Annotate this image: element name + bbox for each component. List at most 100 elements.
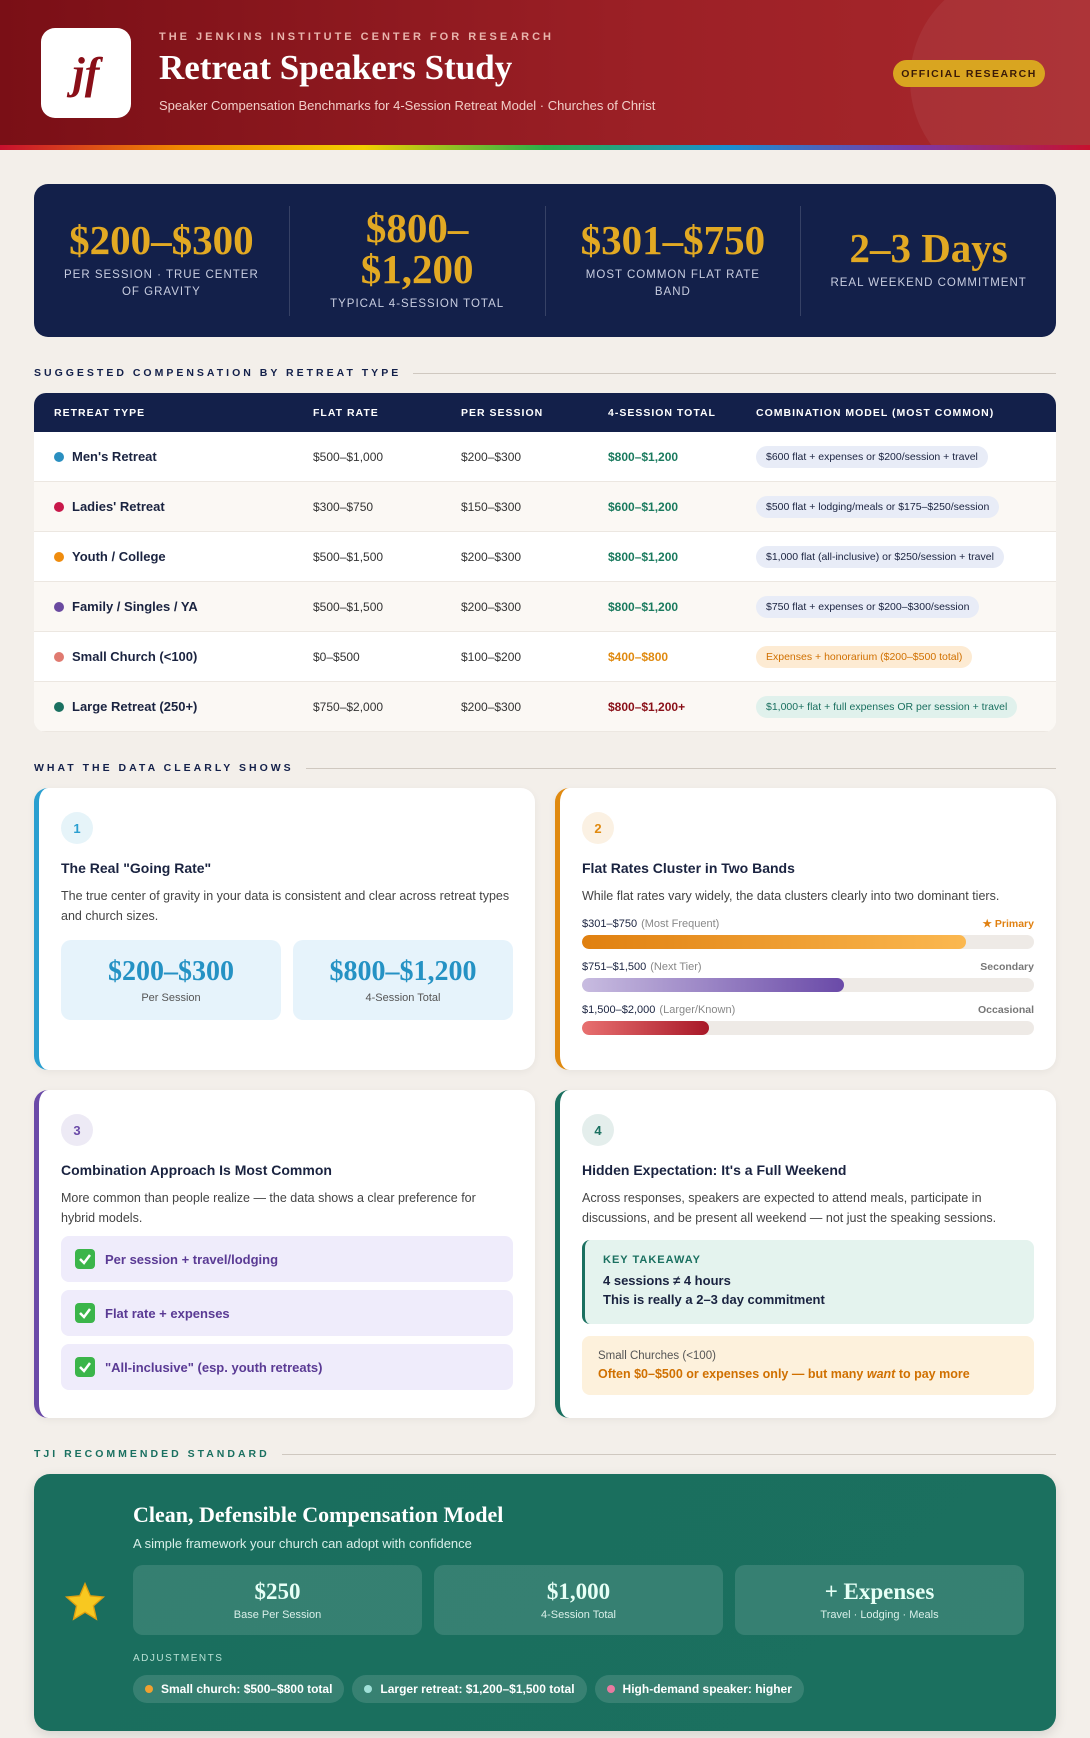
model-pill: $1,000 flat (all-inclusive) or $250/sess… (756, 545, 1004, 568)
stat-label: TYPICAL 4-SESSION TOTAL (330, 297, 505, 310)
cell: $500–$1,000 (313, 449, 384, 464)
card-title: The Real "Going Rate" (61, 860, 212, 876)
column-header: PER SESSION (461, 406, 544, 419)
rec-boxes: $250 Base Per Session $1,000 4-Session Tota… (133, 1565, 1024, 1635)
bar-range: $1,500–$2,000 (582, 1004, 656, 1016)
section-heading: SUGGESTED COMPENSATION BY RETREAT TYPE (34, 367, 1056, 379)
card-text: The true center of gravity in your data … (61, 889, 510, 923)
dot (54, 501, 64, 512)
model-pill: $750 flat + expenses or $200–$300/sessio… (756, 595, 980, 618)
cell: Youth / College (72, 549, 166, 564)
section-heading: TJI RECOMMENDED STANDARD (34, 1448, 1056, 1460)
bar-labels: $1,500–$2,000 (Larger/Known) Occasional (582, 1004, 1034, 1016)
model-pill: $500 flat + lodging/meals or $175–$250/s… (756, 495, 1000, 518)
check-icon (75, 1357, 95, 1377)
column-header: COMBINATION MODEL (MOST COMMON) (756, 406, 995, 419)
total: $800–$1,200+ (608, 699, 686, 714)
table-row: Men's Retreat $500–$1,000 $200–$300 $800–$1… (34, 432, 1056, 482)
bar-track (582, 935, 1034, 949)
bar-note: (Larger/Known) (659, 1004, 736, 1016)
item-text: "All-inclusive" (esp. youth retreats) (105, 1359, 323, 1375)
box-label: 4-Session Total (540, 1609, 616, 1621)
emphasis: want (866, 1366, 896, 1381)
rec-subtitle: A simple framework your church can adopt… (133, 1536, 472, 1551)
stat-box: $800–$1,200 4-Session Total (293, 940, 513, 1020)
takeaway-line: This is really a 2–3 day commitment (603, 1291, 825, 1307)
total: $800–$1,200 (608, 549, 679, 564)
bar-tier: Secondary (980, 961, 1034, 973)
box-value: $800–$1,200 (329, 956, 477, 987)
model-pill: $1,000+ flat + full expenses OR per sess… (756, 695, 1018, 718)
table-header: RETREAT TYPE FLAT RATE PER SESSION 4-SESSIO… (34, 393, 1056, 432)
card-title: Flat Rates Cluster in Two Bands (582, 860, 795, 876)
column-header: FLAT RATE (313, 406, 379, 419)
bar-fill (582, 1021, 709, 1035)
total: $600–$1,200 (608, 499, 679, 514)
table-row: Youth / College $500–$1,500 $200–$300 $800–… (34, 532, 1056, 582)
cell: Small Church (<100) (72, 649, 198, 664)
table-row: Small Church (<100) $0–$500 $100–$200 $400–… (34, 632, 1056, 682)
bar-row: $301–$750 (Most Frequent) ★ Primary (582, 918, 1034, 949)
note-text: Often $0–$500 or expenses only — but man… (598, 1367, 1018, 1381)
bar-labels: $301–$750 (Most Frequent) ★ Primary (582, 918, 1034, 930)
dot (54, 601, 64, 612)
retreat-type: Men's Retreat (54, 449, 313, 464)
rec-box: $250 Base Per Session (133, 1565, 422, 1635)
model-pill: Expenses + honorarium ($200–$500 total) (756, 645, 973, 668)
cell: $200–$300 (461, 699, 522, 714)
bar-track (582, 978, 1034, 992)
stat-label: PER SESSION · TRUE CENTER OF GRAVITY (63, 268, 259, 298)
model-pill: $600 flat + expenses or $200/session + t… (756, 445, 988, 468)
box-value: $200–$300 (108, 956, 234, 987)
stat: 2–3 Days REAL WEEKEND COMMITMENT (800, 205, 1056, 316)
text: Small church: $500–$800 total (161, 1682, 333, 1696)
retreat-type: Ladies' Retreat (54, 499, 313, 514)
text: to pay more (895, 1366, 970, 1381)
table-row: Family / Singles / YA $500–$1,500 $200–$30… (34, 582, 1056, 632)
stat: $301–$750 MOST COMMON FLAT RATE BAND (544, 205, 801, 316)
rec-box: $1,000 4-Session Total (434, 1565, 723, 1635)
check-item: "All-inclusive" (esp. youth retreats) (61, 1344, 513, 1390)
number: 4 (582, 1114, 614, 1146)
stats-panel: $200–$300 PER SESSION · TRUE CENTER OF GR… (34, 184, 1056, 337)
finding-card: 1 The Real "Going Rate" The true center of… (34, 788, 535, 1070)
main: $200–$300 PER SESSION · TRUE CENTER OF GR… (0, 184, 1090, 1731)
box-value: $250 (254, 1579, 301, 1604)
stat-box: $200–$300 Per Session (61, 940, 281, 1020)
finding-card: 3 Combination Approach Is Most Common More… (34, 1090, 535, 1418)
check-item: Per session + travel/lodging (61, 1236, 513, 1282)
check-icon (75, 1249, 95, 1269)
text: Larger retreat: $1,200–$1,500 total (380, 1682, 575, 1696)
card-title: Combination Approach Is Most Common (61, 1162, 332, 1178)
takeaway: KEY TAKEAWAY 4 sessions ≠ 4 hours This is … (582, 1240, 1034, 1324)
header: jf THE JENKINS INSTITUTE CENTER FOR RESE… (0, 0, 1090, 150)
cell: Ladies' Retreat (72, 499, 165, 514)
box-value: $1,000 (546, 1579, 611, 1604)
stat-value: $301–$750 (580, 216, 766, 263)
star-icon (64, 1581, 106, 1621)
cell: Family / Singles / YA (72, 599, 198, 614)
adjustments: Small church: $500–$800 total Larger retr… (133, 1675, 1024, 1703)
bar-tier: Occasional (977, 1004, 1034, 1016)
dot (145, 1685, 153, 1693)
section-heading: WHAT THE DATA CLEARLY SHOWS (34, 762, 1056, 774)
check-icon (75, 1303, 95, 1323)
retreat-type: Large Retreat (250+) (54, 699, 313, 714)
dot (54, 651, 64, 662)
cell: $150–$300 (461, 499, 522, 514)
total: $400–$800 (608, 649, 669, 664)
bar-note: (Next Tier) (650, 961, 702, 973)
dot (364, 1685, 373, 1693)
cell: $200–$300 (461, 549, 522, 564)
cell: $500–$1,500 (313, 599, 384, 614)
column-header: 4-SESSION TOTAL (608, 406, 716, 419)
cell: $300–$750 (313, 499, 374, 514)
dot (606, 1685, 615, 1693)
cell: $100–$200 (461, 649, 522, 664)
cell: Large Retreat (250+) (72, 699, 198, 714)
number: 2 (582, 812, 614, 844)
adjust-label: ADJUSTMENTS (133, 1653, 224, 1664)
retreat-type: Small Church (<100) (54, 649, 313, 664)
stat-value: $800–$1,200 (360, 204, 474, 292)
